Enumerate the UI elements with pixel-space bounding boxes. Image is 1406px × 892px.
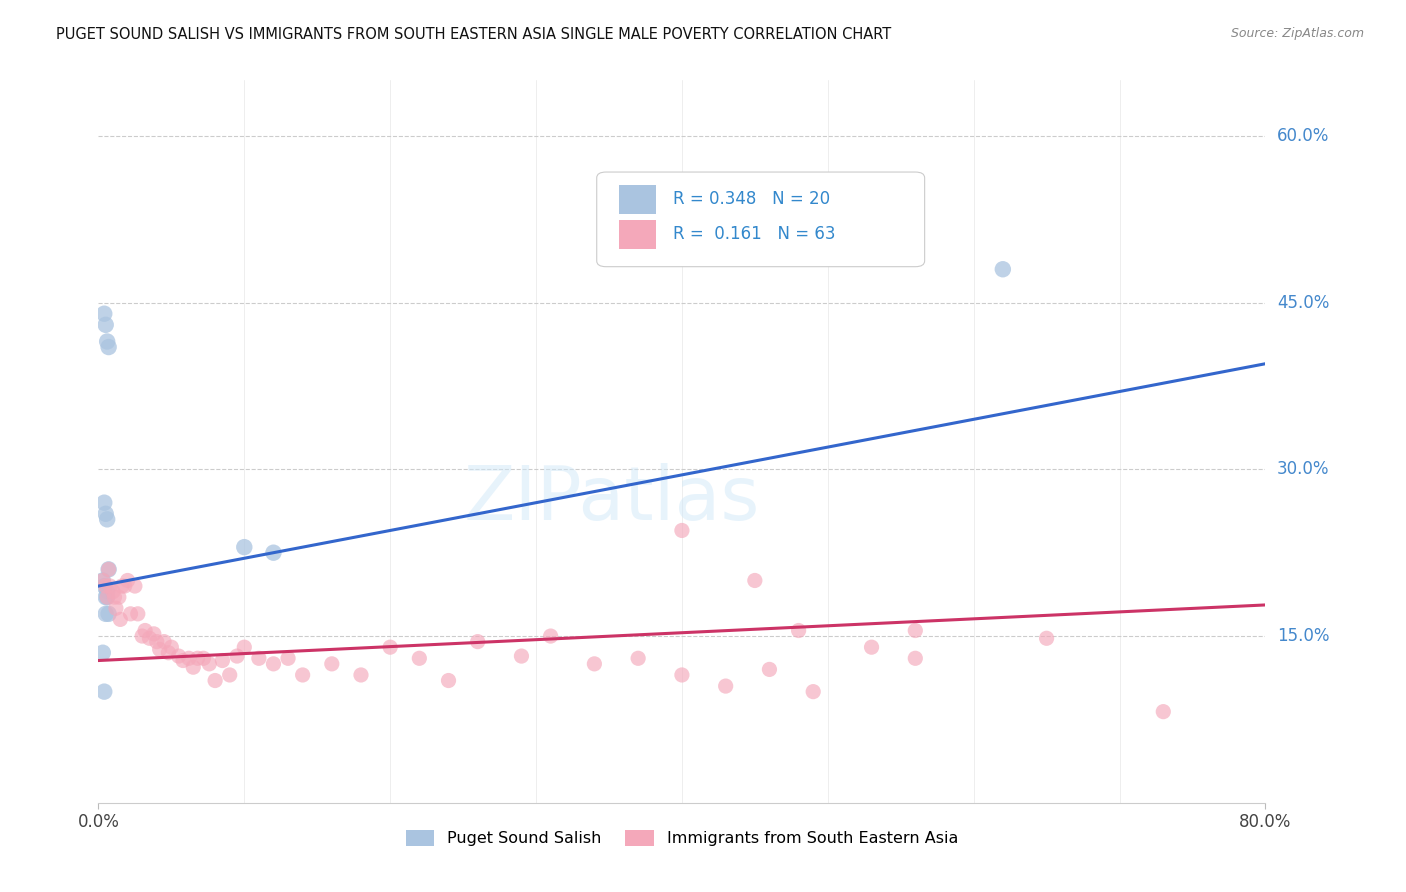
Point — [96, 512, 118, 526]
Point — [1152, 705, 1174, 719]
Point — [627, 651, 650, 665]
Point — [104, 601, 127, 615]
Point — [218, 668, 240, 682]
Point — [98, 579, 121, 593]
Point — [94, 607, 117, 621]
FancyBboxPatch shape — [619, 185, 657, 214]
Point — [93, 496, 115, 510]
Point — [904, 624, 927, 638]
Point — [101, 584, 124, 599]
Point — [94, 579, 117, 593]
Point — [211, 653, 233, 667]
Point — [96, 590, 118, 604]
Point — [787, 624, 810, 638]
Point — [94, 590, 117, 604]
Legend: Puget Sound Salish, Immigrants from South Eastern Asia: Puget Sound Salish, Immigrants from Sout… — [399, 823, 965, 853]
FancyBboxPatch shape — [596, 172, 925, 267]
Point — [91, 574, 114, 588]
Point — [96, 334, 118, 349]
Point — [153, 634, 176, 648]
Point — [167, 649, 190, 664]
Point — [204, 673, 226, 688]
Point — [233, 540, 256, 554]
Point — [97, 562, 120, 576]
Point — [904, 651, 927, 665]
Point — [671, 668, 693, 682]
Point — [671, 524, 693, 538]
Point — [187, 651, 209, 665]
Point — [124, 579, 146, 593]
Point — [714, 679, 737, 693]
Point — [181, 660, 204, 674]
Text: 15.0%: 15.0% — [1277, 627, 1330, 645]
Text: Source: ZipAtlas.com: Source: ZipAtlas.com — [1230, 27, 1364, 40]
Point — [277, 651, 299, 665]
Point — [157, 646, 180, 660]
Point — [96, 584, 118, 599]
Point — [758, 662, 780, 676]
Point — [93, 307, 115, 321]
Point — [233, 640, 256, 655]
Point — [380, 640, 402, 655]
Point — [97, 607, 120, 621]
Point — [510, 649, 533, 664]
Point — [97, 340, 120, 354]
Point — [96, 590, 118, 604]
Point — [97, 562, 120, 576]
Point — [149, 642, 172, 657]
Point — [111, 579, 134, 593]
Point — [134, 624, 156, 638]
Point — [110, 612, 132, 626]
Point — [262, 657, 284, 671]
Point — [350, 668, 373, 682]
Point — [131, 629, 153, 643]
Point — [177, 651, 200, 665]
Point — [93, 579, 115, 593]
Point — [91, 646, 114, 660]
Point — [120, 607, 142, 621]
Point — [117, 574, 139, 588]
Point — [93, 684, 115, 698]
Point — [467, 634, 489, 648]
Point — [1035, 632, 1057, 646]
Point — [321, 657, 343, 671]
Text: 45.0%: 45.0% — [1277, 293, 1330, 311]
Point — [198, 657, 221, 671]
Text: R =  0.161   N = 63: R = 0.161 N = 63 — [672, 225, 835, 244]
Point — [193, 651, 215, 665]
Point — [108, 590, 131, 604]
Text: 60.0%: 60.0% — [1277, 127, 1330, 145]
Text: PUGET SOUND SALISH VS IMMIGRANTS FROM SOUTH EASTERN ASIA SINGLE MALE POVERTY COR: PUGET SOUND SALISH VS IMMIGRANTS FROM SO… — [56, 27, 891, 42]
Point — [103, 590, 125, 604]
Point — [138, 632, 160, 646]
Point — [540, 629, 562, 643]
Point — [94, 318, 117, 332]
Point — [114, 579, 136, 593]
Text: ZIPatlas: ZIPatlas — [464, 463, 761, 536]
Point — [172, 653, 194, 667]
Point — [408, 651, 430, 665]
Point — [291, 668, 314, 682]
Point — [142, 627, 165, 641]
Point — [262, 546, 284, 560]
Point — [744, 574, 766, 588]
FancyBboxPatch shape — [619, 219, 657, 249]
Point — [991, 262, 1014, 277]
Point — [226, 649, 249, 664]
Text: 30.0%: 30.0% — [1277, 460, 1330, 478]
Point — [91, 574, 114, 588]
Point — [583, 657, 606, 671]
Point — [801, 684, 824, 698]
Point — [247, 651, 270, 665]
Point — [160, 640, 183, 655]
Point — [437, 673, 460, 688]
Point — [146, 634, 169, 648]
Point — [94, 507, 117, 521]
Text: R = 0.348   N = 20: R = 0.348 N = 20 — [672, 191, 830, 209]
Point — [127, 607, 149, 621]
Point — [860, 640, 883, 655]
